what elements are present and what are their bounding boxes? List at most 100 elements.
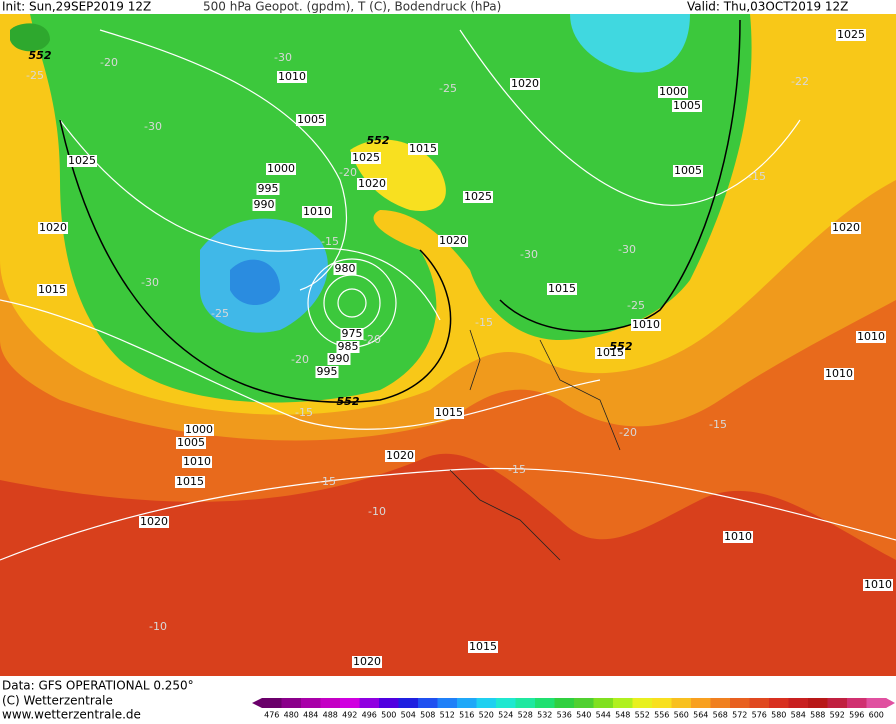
pressure-label: 1010 bbox=[864, 578, 892, 591]
colorbar-swatch bbox=[710, 698, 731, 708]
colorbar-label: 496 bbox=[362, 711, 377, 720]
pressure-label: 1025 bbox=[68, 154, 96, 167]
pressure-label-box bbox=[547, 283, 577, 295]
colorbar-label: 488 bbox=[323, 711, 338, 720]
colorbar-swatch bbox=[515, 698, 536, 708]
colorbar-swatch bbox=[788, 698, 809, 708]
pressure-label: 1010 bbox=[632, 318, 660, 331]
height-label: 552 bbox=[367, 134, 390, 147]
pressure-label-box bbox=[357, 178, 387, 190]
colorbar-label: 548 bbox=[615, 711, 630, 720]
pressure-label: 1010 bbox=[724, 530, 752, 543]
pressure-label-box bbox=[184, 424, 214, 436]
colorbar-arrow-left bbox=[252, 698, 262, 708]
pressure-label: 1005 bbox=[674, 164, 702, 177]
pressure-label: 985 bbox=[338, 340, 359, 353]
temperature-label: -15 bbox=[475, 316, 493, 329]
pressure-label-box bbox=[824, 368, 854, 380]
pressure-label: 1020 bbox=[39, 221, 67, 234]
colorbar-label: 544 bbox=[596, 711, 611, 720]
pressure-label: 1020 bbox=[511, 77, 539, 90]
valid-text: Valid: Thu,03OCT2019 12Z bbox=[687, 0, 848, 14]
colorbar-swatch bbox=[457, 698, 477, 708]
colorbar-swatch bbox=[632, 698, 653, 708]
pressure-label: 1005 bbox=[177, 436, 205, 449]
pressure-label-box bbox=[37, 284, 67, 296]
pressure-label-box bbox=[510, 78, 540, 90]
temperature-label: -15 bbox=[295, 406, 313, 419]
temperature-label: -22 bbox=[791, 75, 809, 88]
colorbar-label: 592 bbox=[830, 711, 845, 720]
colorbar-swatch bbox=[691, 698, 711, 708]
pressure-label-box bbox=[139, 516, 169, 528]
pressure-label-box bbox=[672, 100, 702, 112]
pressure-label-box bbox=[434, 407, 464, 419]
pressure-label: 1005 bbox=[297, 113, 325, 126]
pressure-label-box bbox=[266, 163, 296, 175]
pressure-label-box bbox=[723, 531, 753, 543]
colorbar-swatch bbox=[613, 698, 633, 708]
pressure-label: 1010 bbox=[278, 70, 306, 83]
temperature-label: -30 bbox=[144, 120, 162, 133]
height-label: 552 bbox=[29, 49, 52, 62]
colorbar-swatch bbox=[866, 698, 887, 708]
pressure-label: 1005 bbox=[673, 99, 701, 112]
pressure-label-box bbox=[182, 456, 212, 468]
pressure-label-box bbox=[351, 152, 381, 164]
title-text: 500 hPa Geopot. (gpdm), T (C), Bodendruc… bbox=[203, 0, 501, 14]
pressure-label-box bbox=[296, 114, 326, 126]
pressure-label: 1020 bbox=[386, 449, 414, 462]
colorbar-swatch bbox=[749, 698, 770, 708]
pressure-label: 995 bbox=[258, 182, 279, 195]
pressure-label-box bbox=[673, 165, 703, 177]
init-text: Init: Sun,29SEP2019 12Z bbox=[2, 0, 151, 14]
pressure-label-box bbox=[327, 353, 351, 365]
pressure-label: 1015 bbox=[469, 640, 497, 653]
temperature-label: -20 bbox=[339, 166, 357, 179]
pressure-label-box bbox=[67, 155, 97, 167]
pressure-label-box bbox=[831, 222, 861, 234]
pressure-label: 1000 bbox=[185, 423, 213, 436]
temperature-label: -25 bbox=[26, 69, 44, 82]
colorbar-swatch bbox=[847, 698, 867, 708]
colorbar-swatch bbox=[671, 698, 692, 708]
pressure-label-box bbox=[385, 450, 415, 462]
colorbar-swatch bbox=[496, 698, 516, 708]
colorbar-label: 504 bbox=[401, 711, 416, 720]
temperature-label: -30 bbox=[520, 248, 538, 261]
colorbar-swatch bbox=[398, 698, 419, 708]
temperature-label: -30 bbox=[618, 243, 636, 256]
colorbar-swatch bbox=[769, 698, 789, 708]
colorbar-label: 528 bbox=[518, 711, 533, 720]
map-labels: 1010100510009959901010102510201015102510… bbox=[26, 28, 893, 668]
temperature-label: -15 bbox=[321, 235, 339, 248]
pressure-label-box bbox=[302, 206, 332, 218]
pressure-label: 990 bbox=[254, 198, 275, 211]
colorbar-swatch bbox=[808, 698, 828, 708]
pressure-label-box bbox=[863, 579, 893, 591]
colorbar-label: 556 bbox=[654, 711, 669, 720]
pressure-label: 1020 bbox=[358, 177, 386, 190]
pressure-label-box bbox=[277, 71, 307, 83]
pressure-label-box bbox=[856, 331, 886, 343]
temperature-label: -30 bbox=[141, 276, 159, 289]
pressure-label-box bbox=[175, 476, 205, 488]
pressure-label: 1015 bbox=[548, 282, 576, 295]
temperature-label: -25 bbox=[439, 82, 457, 95]
colorbar-swatch bbox=[340, 698, 360, 708]
colorbar-label: 596 bbox=[849, 711, 864, 720]
colorbar-label: 560 bbox=[674, 711, 689, 720]
pressure-label: 1020 bbox=[353, 655, 381, 668]
pressure-label: 1015 bbox=[409, 142, 437, 155]
pressure-label: 1015 bbox=[435, 406, 463, 419]
colorbar-label: 552 bbox=[635, 711, 650, 720]
pressure-label: 1020 bbox=[832, 221, 860, 234]
footer-copyright: (C) Wetterzentrale bbox=[2, 694, 113, 708]
pressure-label-box bbox=[352, 656, 382, 668]
colorbar-label: 516 bbox=[459, 711, 474, 720]
pressure-label-box bbox=[336, 341, 360, 353]
pressure-label-box bbox=[463, 191, 493, 203]
height-label: 552 bbox=[337, 395, 360, 408]
pressure-label-box bbox=[658, 86, 688, 98]
colorbar-label: 520 bbox=[479, 711, 494, 720]
